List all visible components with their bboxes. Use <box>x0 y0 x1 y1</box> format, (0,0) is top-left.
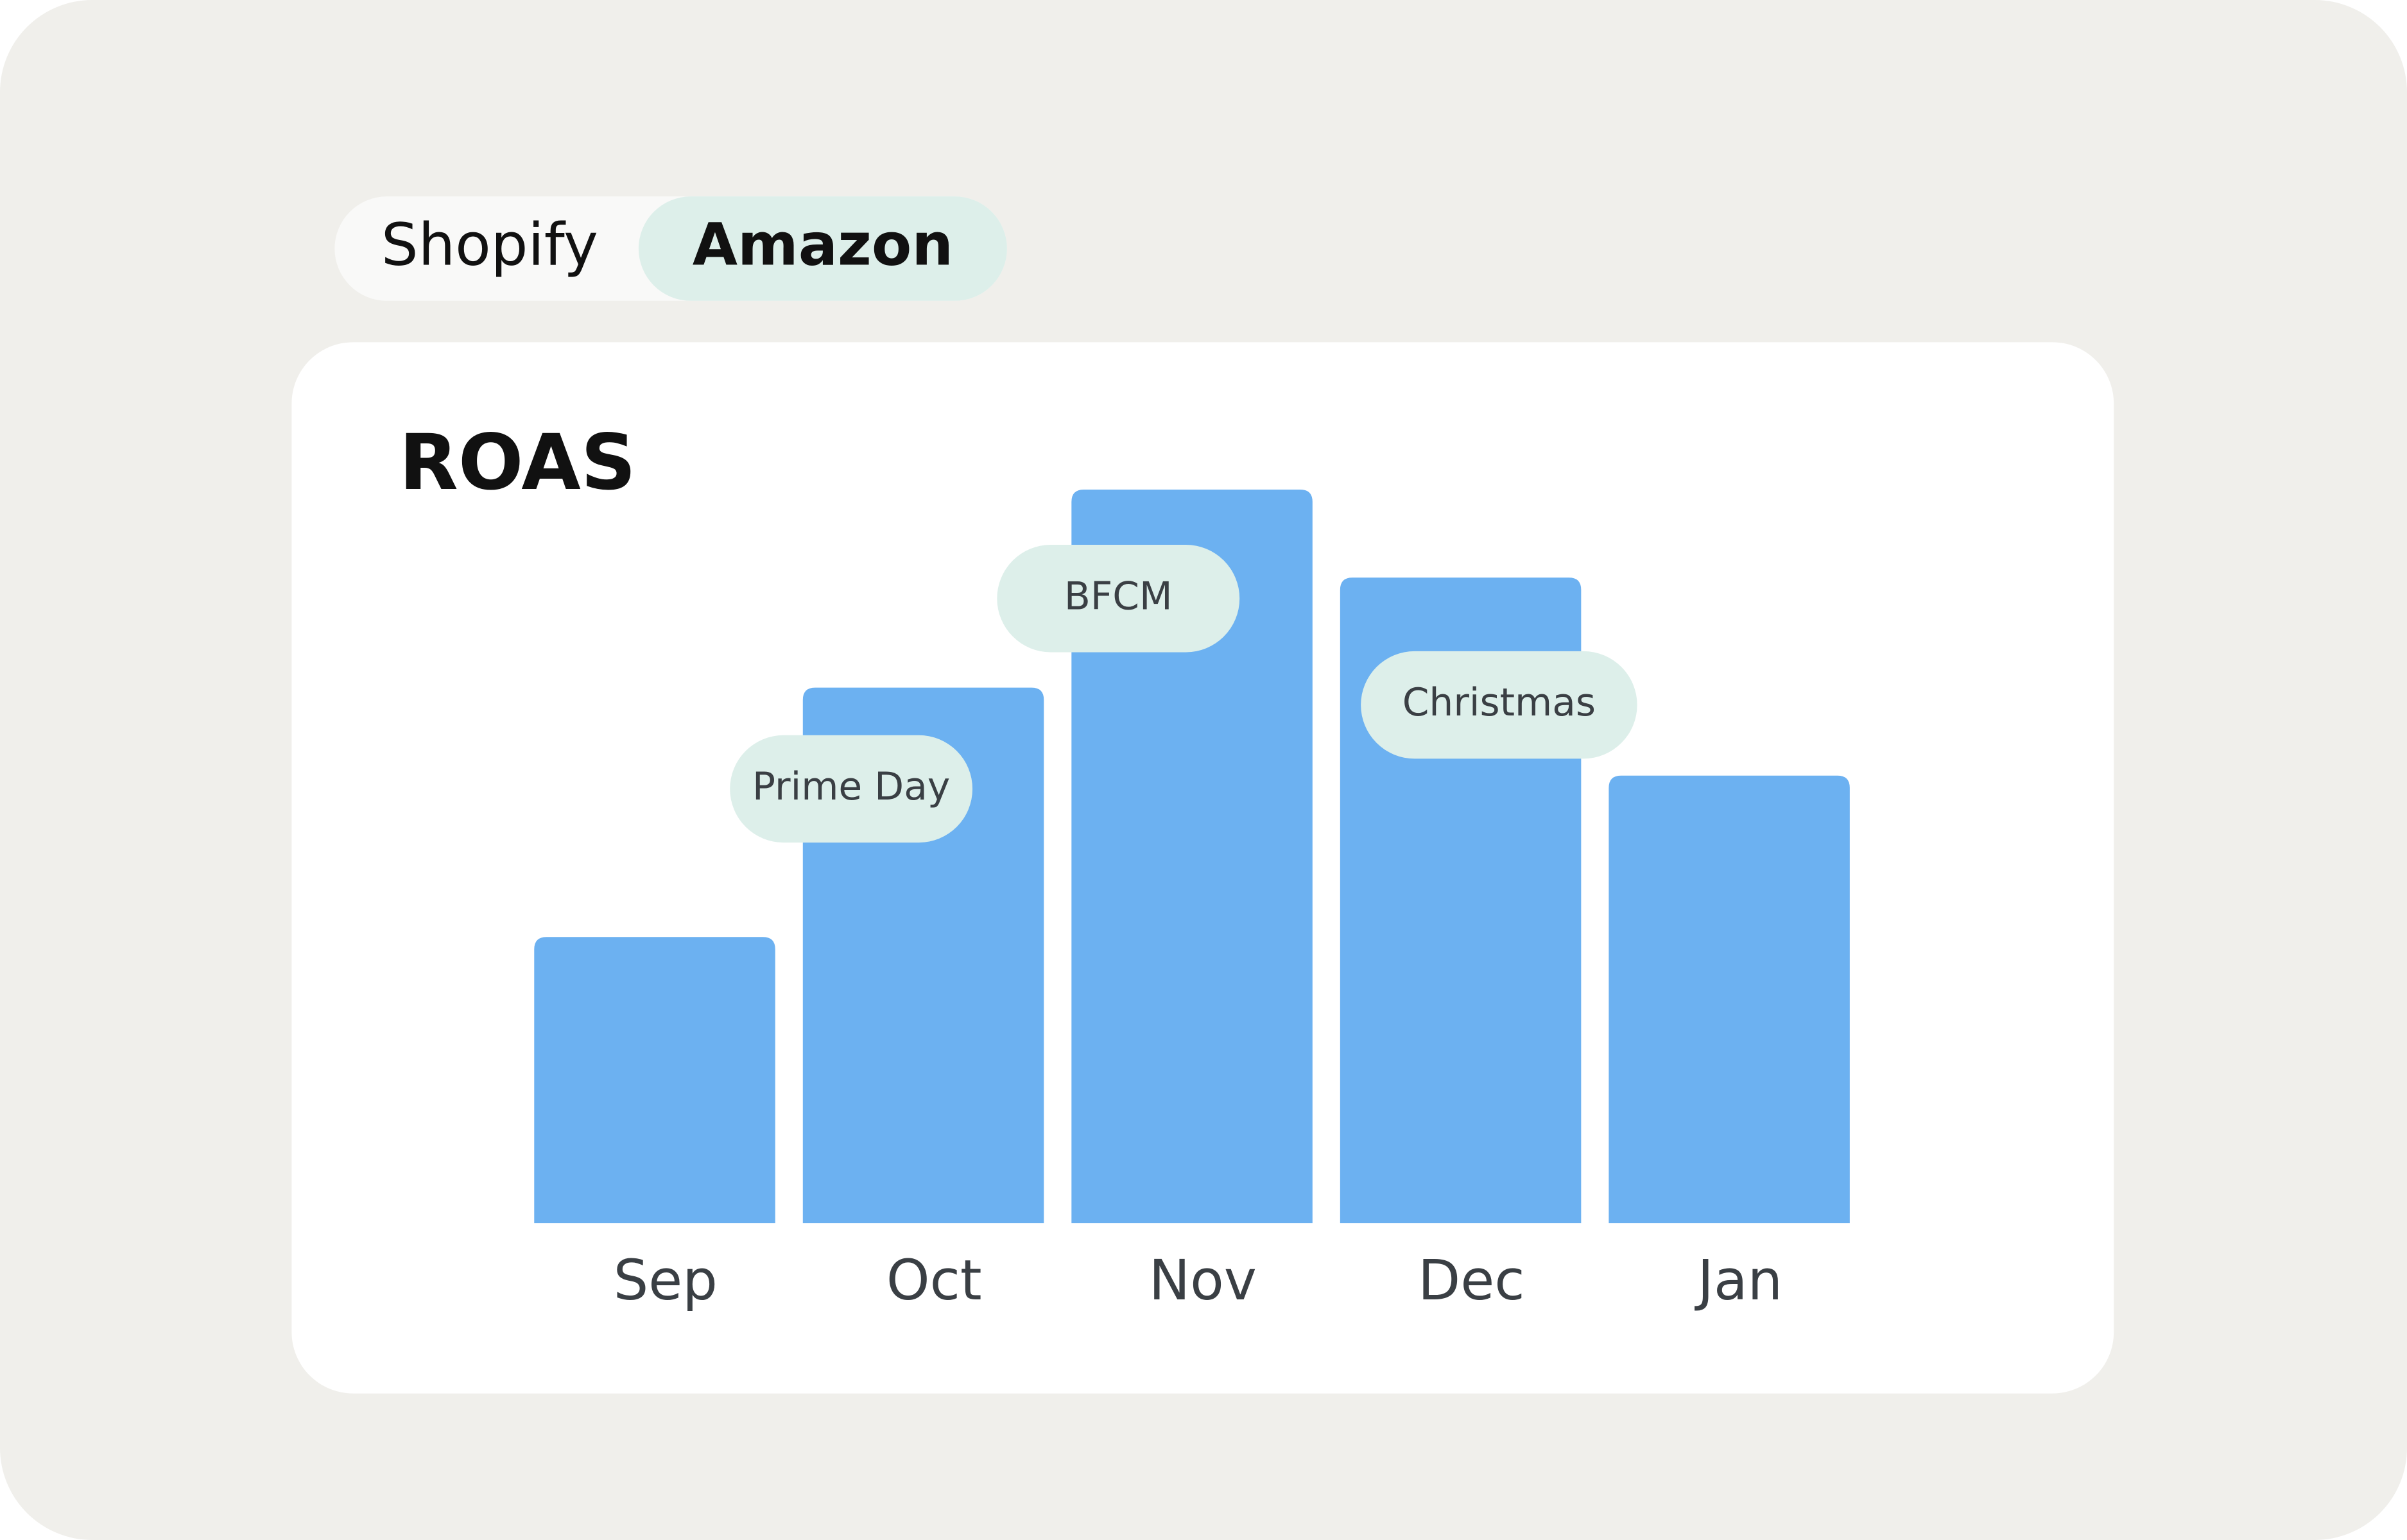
x-tick-label: Nov <box>1149 1249 1257 1313</box>
tab-active[interactable] <box>638 196 1007 301</box>
x-tick-label: Oct <box>886 1249 982 1313</box>
x-tick-label: Sep <box>614 1249 718 1313</box>
x-tick-label: Dec <box>1418 1249 1525 1313</box>
annotation-pill <box>997 545 1240 653</box>
chart-title: ROAS <box>399 418 636 508</box>
annotation-label: Prime Day <box>752 765 950 809</box>
tab-label[interactable]: Amazon <box>693 211 953 278</box>
tab-label[interactable]: Shopify <box>381 211 598 278</box>
bar <box>1609 775 1850 1224</box>
annotation-pill <box>1361 651 1637 759</box>
bar <box>1071 489 1313 1224</box>
annotation-label: Christmas <box>1402 681 1596 725</box>
annotation-pill <box>730 735 973 843</box>
bar <box>534 937 775 1224</box>
annotation-label: BFCM <box>1064 574 1173 619</box>
x-tick-label: Jan <box>1695 1249 1783 1313</box>
